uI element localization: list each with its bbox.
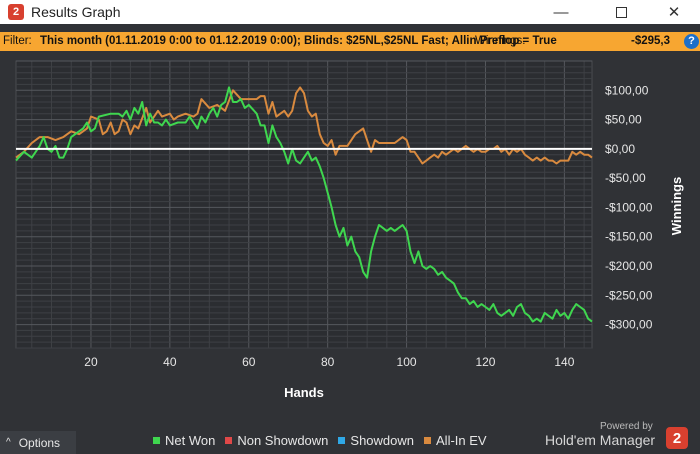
brand-name: Hold'em Manager xyxy=(545,432,656,448)
y-tick-label: -$100,00 xyxy=(605,200,653,214)
y-tick-label: -$200,00 xyxy=(605,259,653,273)
legend-label: Showdown xyxy=(350,433,415,448)
x-tick-label: 120 xyxy=(475,355,495,369)
x-axis-title: Hands xyxy=(284,385,324,400)
powered-by-text: Powered by xyxy=(600,421,653,432)
plot-area xyxy=(15,60,593,349)
legend-swatch xyxy=(153,437,160,444)
y-tick-label: -$300,00 xyxy=(605,318,653,332)
filter-description: This month (01.11.2019 0:00 to 01.12.201… xyxy=(40,35,557,47)
y-tick-label: $100,00 xyxy=(605,83,649,97)
x-tick-label: 20 xyxy=(84,355,98,369)
winnings-label: Winnings: xyxy=(475,35,526,47)
filter-bar[interactable]: Filter: This month (01.11.2019 0:00 to 0… xyxy=(0,32,700,51)
options-label: Options xyxy=(18,435,61,450)
legend-label: All-In EV xyxy=(436,433,487,448)
minimize-button[interactable]: — xyxy=(553,3,569,21)
legend-swatch xyxy=(225,437,233,444)
series-line-net-won xyxy=(15,86,593,323)
window-title: Results Graph xyxy=(31,4,121,20)
chart-legend: Net Won Non Showdown Showdown All-In EV xyxy=(153,433,497,448)
winnings-value: -$295,3 xyxy=(631,35,671,47)
y-tick-label: $50,00 xyxy=(605,113,642,127)
title-bar: 2 Results Graph — ✕ xyxy=(0,0,700,24)
legend-item-all-in-ev[interactable]: All-In EV xyxy=(424,433,487,448)
y-tick-label: -$150,00 xyxy=(605,230,653,244)
x-tick-label: 80 xyxy=(321,355,335,369)
legend-item-non-showdown[interactable]: Non Showdown xyxy=(225,433,328,448)
legend-item-net-won[interactable]: Net Won xyxy=(153,433,215,448)
chevron-up-icon: ^ xyxy=(6,437,11,448)
maximize-icon xyxy=(615,6,627,18)
help-icon[interactable]: ? xyxy=(684,34,699,49)
y-axis-title: Winnings xyxy=(669,177,684,235)
brand-logo-icon: 2 xyxy=(666,427,688,449)
legend-swatch xyxy=(338,437,346,444)
y-tick-label: $0,00 xyxy=(605,142,635,156)
x-tick-label: 140 xyxy=(554,355,574,369)
filter-label: Filter: xyxy=(3,35,32,47)
legend-label: Non Showdown xyxy=(237,433,329,448)
legend-swatch xyxy=(424,437,432,444)
legend-item-showdown[interactable]: Showdown xyxy=(338,433,414,448)
x-tick-label: 100 xyxy=(397,355,417,369)
results-chart: $100,00 $50,00 $0,00 -$50,00 -$100,00 -$150,0… xyxy=(0,51,700,431)
y-tick-label: -$250,00 xyxy=(605,288,653,302)
chart-svg: $100,00 $50,00 $0,00 -$50,00 -$100,00 -$150,0… xyxy=(15,60,684,400)
x-tick-label: 60 xyxy=(242,355,256,369)
x-tick-label: 40 xyxy=(163,355,177,369)
maximize-button[interactable] xyxy=(598,0,644,24)
legend-label: Net Won xyxy=(165,433,216,448)
app-logo-icon: 2 xyxy=(8,4,24,20)
close-button[interactable]: ✕ xyxy=(667,4,681,21)
y-tick-label: -$50,00 xyxy=(605,171,646,185)
options-button[interactable]: ^ Options xyxy=(0,431,76,454)
